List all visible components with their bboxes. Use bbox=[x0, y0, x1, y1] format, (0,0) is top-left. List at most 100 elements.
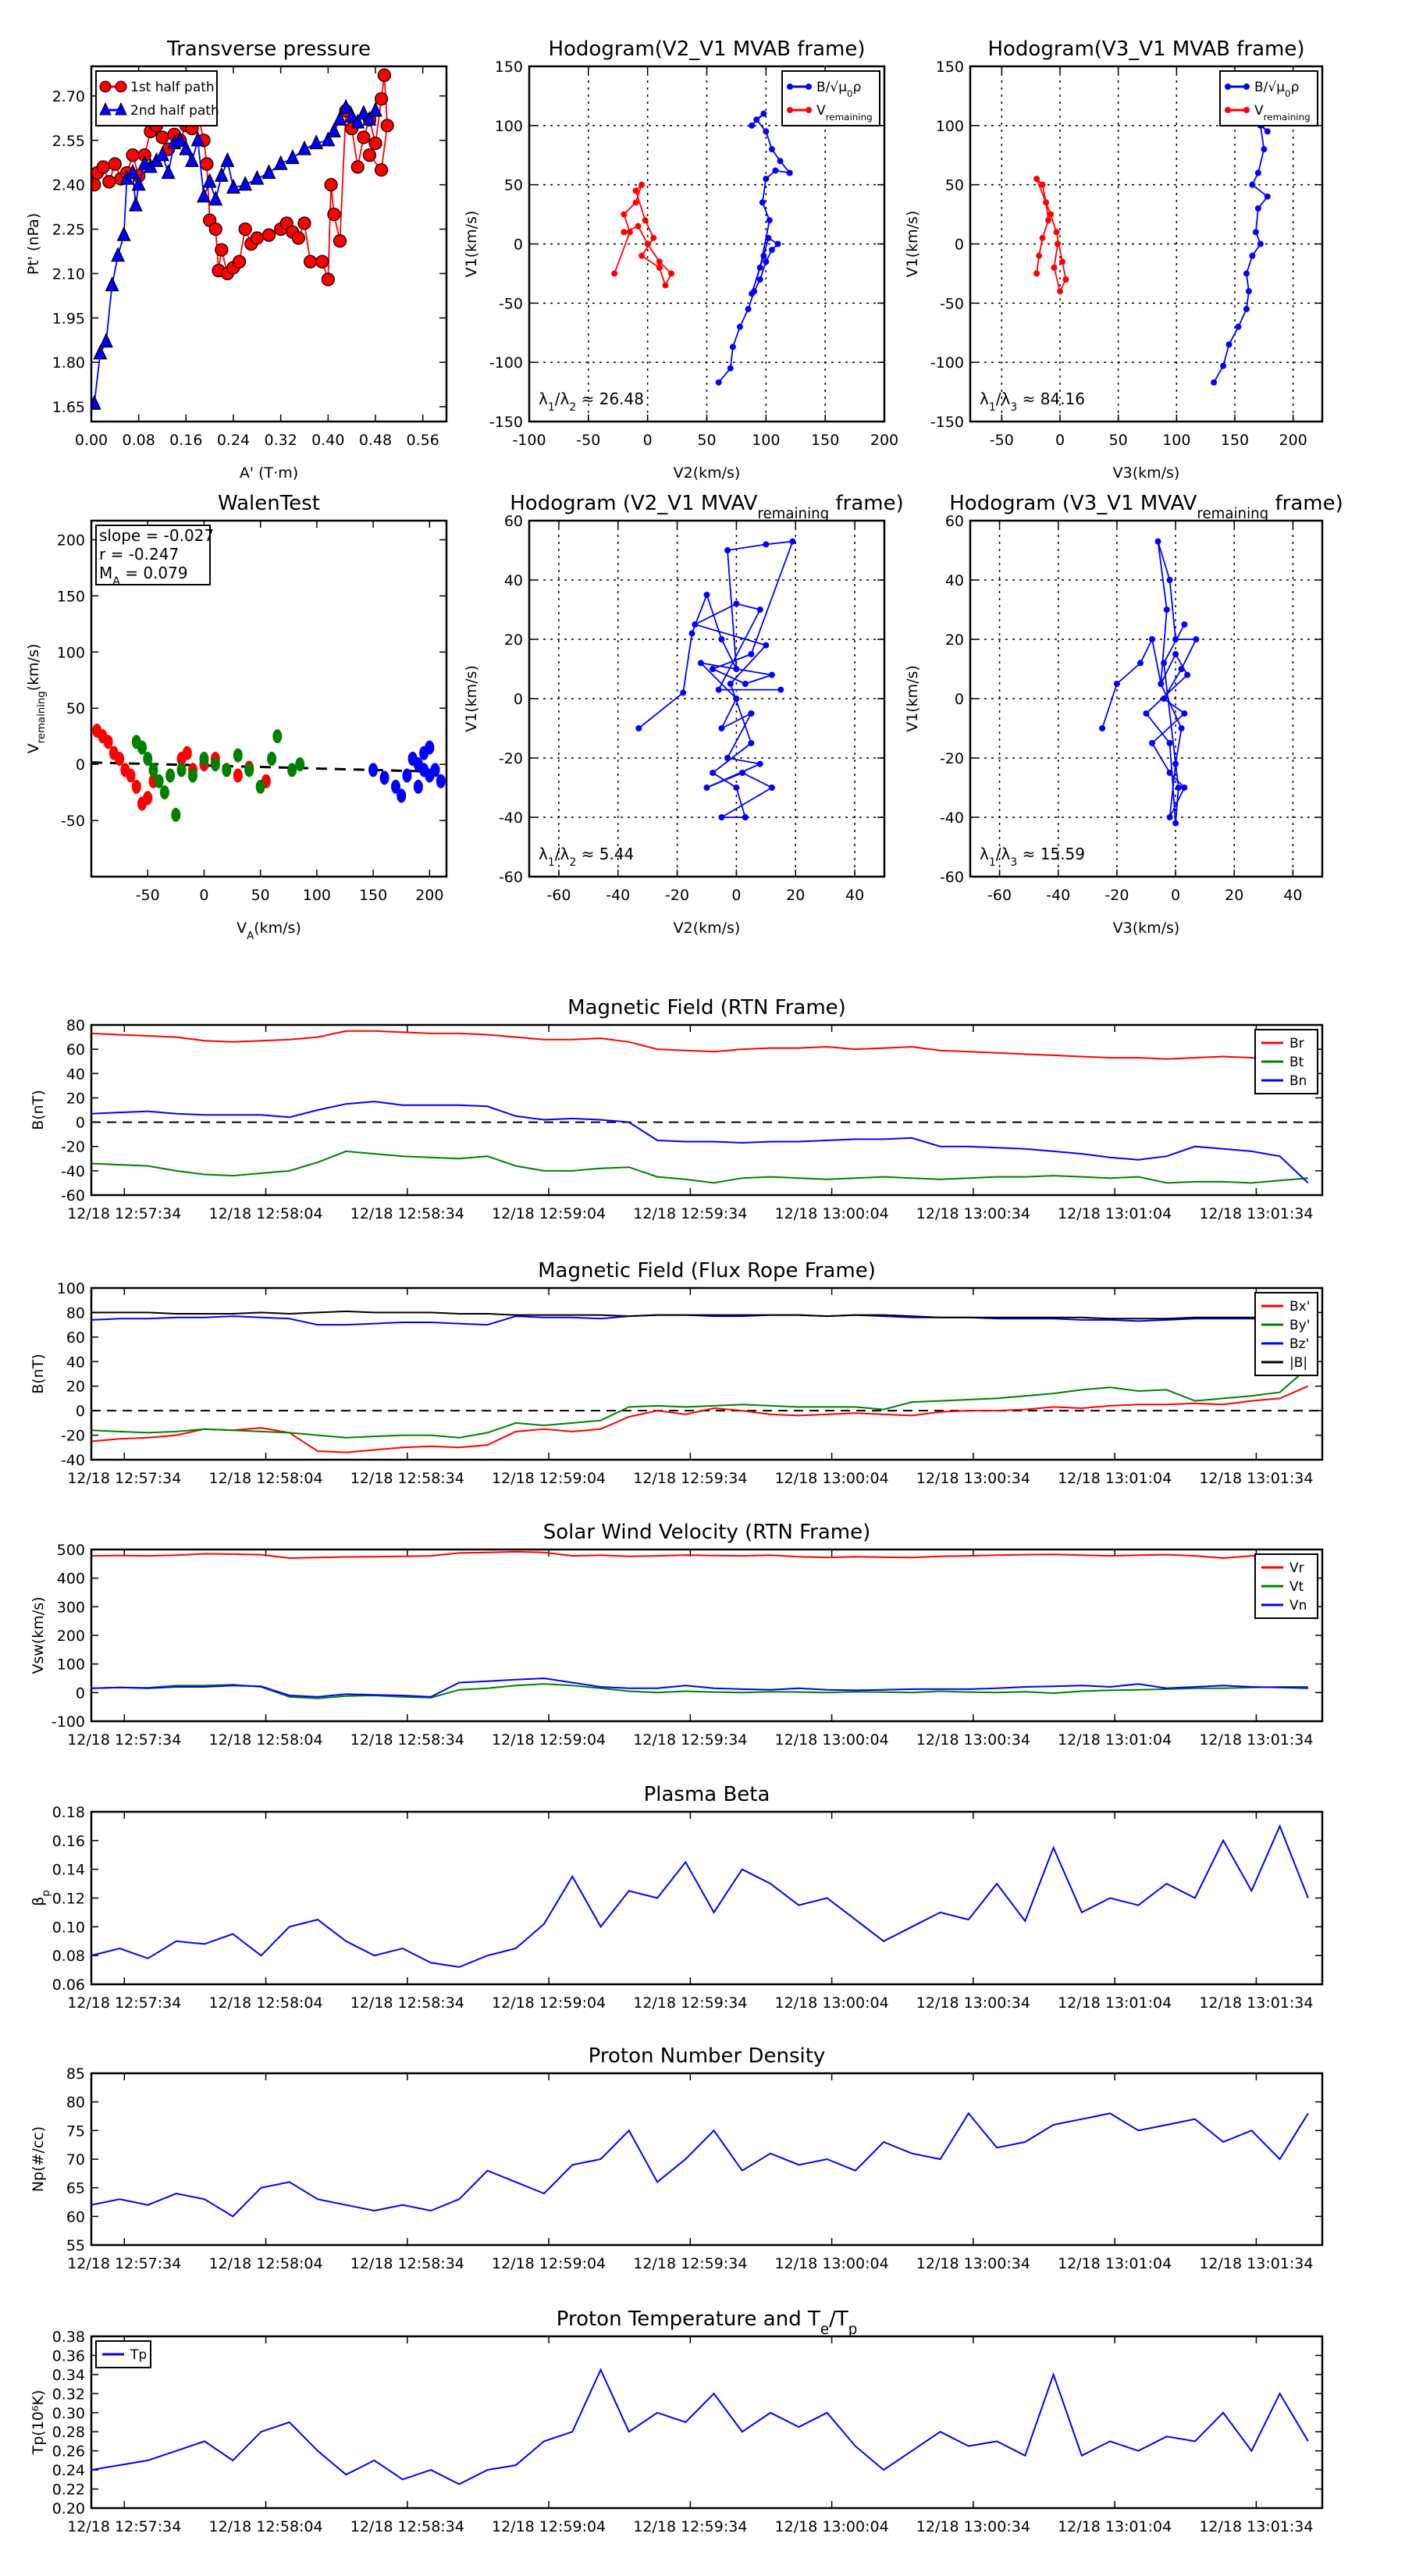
eigenvalue-ratio-label-part: 2 bbox=[569, 401, 576, 414]
legend-item: 2nd half path bbox=[99, 101, 219, 119]
legend-marker bbox=[115, 101, 127, 116]
data-point bbox=[688, 630, 695, 637]
y-tick-label: 300 bbox=[57, 1599, 85, 1616]
data-point bbox=[715, 379, 722, 386]
data-point bbox=[621, 229, 628, 236]
legend-box bbox=[95, 70, 218, 126]
y-tick-label: 20 bbox=[945, 632, 964, 649]
legend-label: Tp bbox=[130, 2347, 147, 2363]
x-tick-label: 0 bbox=[731, 887, 741, 904]
x-axis-label: V2(km/s) bbox=[674, 464, 741, 482]
x-tick-label: 12/18 12:58:04 bbox=[208, 1470, 322, 1487]
legend: B/√μ0ρ Vremaining bbox=[781, 70, 880, 126]
x-tick-label: -50 bbox=[136, 887, 160, 904]
x-tick-label: 12/18 13:01:34 bbox=[1199, 1470, 1313, 1487]
legend: Tp bbox=[95, 2340, 151, 2368]
data-point bbox=[718, 636, 725, 642]
y-tick-label: 2.70 bbox=[52, 88, 85, 105]
data-point bbox=[756, 760, 763, 767]
y-tick-label: 50 bbox=[945, 177, 964, 194]
x-tick-label: 12/18 12:57:34 bbox=[67, 1205, 181, 1222]
x-tick-label: 12/18 13:00:04 bbox=[775, 2518, 889, 2535]
y-tick-label: 0 bbox=[514, 691, 523, 708]
legend-label: By' bbox=[1289, 1318, 1310, 1333]
x-tick-label: 12/18 12:59:34 bbox=[633, 1470, 747, 1487]
y-tick-label: 0.36 bbox=[52, 2347, 85, 2364]
data-point bbox=[255, 779, 265, 794]
data-point bbox=[656, 264, 663, 271]
y-axis-label: Pt' (nPa) bbox=[25, 213, 42, 275]
legend-item: Vt bbox=[1261, 1579, 1304, 1595]
x-tick-label: 12/18 12:59:34 bbox=[633, 2255, 747, 2272]
x-tick-label: 40 bbox=[1283, 887, 1302, 904]
legend-marker bbox=[1243, 107, 1250, 113]
data-point bbox=[261, 228, 276, 242]
data-point bbox=[742, 681, 749, 687]
legend-label: Br bbox=[1289, 1036, 1304, 1051]
y-tick-label: 2.25 bbox=[52, 222, 85, 239]
stats-line-part: slope = -0.027 bbox=[99, 526, 214, 545]
y-tick-label: 80 bbox=[66, 1304, 85, 1322]
y-axis-label: βp bbox=[30, 1890, 52, 1906]
legend-marker bbox=[99, 101, 112, 116]
x-tick-label: 12/18 12:57:34 bbox=[67, 1470, 181, 1487]
series-hodogram-line bbox=[1101, 541, 1197, 824]
data-point bbox=[1181, 710, 1188, 717]
data-point bbox=[374, 163, 389, 177]
legend-label: 1st half path bbox=[130, 80, 215, 95]
x-tick-label: 12/18 13:01:34 bbox=[1199, 1731, 1313, 1749]
data-point bbox=[759, 199, 766, 206]
data-point bbox=[748, 740, 755, 746]
data-point bbox=[642, 217, 649, 224]
data-point bbox=[763, 258, 770, 265]
data-point bbox=[763, 128, 770, 135]
data-point bbox=[724, 547, 731, 553]
data-point bbox=[1039, 234, 1046, 241]
legend-label-part: V bbox=[1254, 103, 1264, 119]
data-point bbox=[200, 157, 214, 171]
y-tick-label: -150 bbox=[489, 414, 523, 431]
axes-frame bbox=[969, 65, 1324, 423]
y-tick-label: 2.40 bbox=[52, 177, 85, 194]
y-tick-label: 100 bbox=[57, 1280, 85, 1297]
x-tick-label: -40 bbox=[606, 887, 630, 904]
data-point bbox=[710, 770, 717, 776]
chart-title-part: T bbox=[807, 2307, 820, 2331]
y-tick-label: -40 bbox=[61, 1452, 85, 1469]
x-tick-label: 12/18 13:00:34 bbox=[916, 1470, 1030, 1487]
stats-line: r = -0.247 bbox=[99, 545, 179, 564]
y-axis-label: V1(km/s) bbox=[463, 211, 480, 278]
legend-marker bbox=[806, 84, 812, 90]
series-br-line bbox=[91, 1030, 1309, 1062]
eigenvalue-ratio-label-part: 3 bbox=[1010, 856, 1017, 869]
data-point bbox=[1181, 621, 1188, 628]
plot-area bbox=[635, 538, 796, 820]
data-point bbox=[165, 768, 176, 783]
chart-panel-4: Hodogram (V2_V1 MVAVremaining frame) -60 -… bbox=[463, 492, 904, 937]
x-tick-label: 200 bbox=[870, 432, 898, 449]
data-point bbox=[1264, 128, 1271, 135]
data-point bbox=[397, 788, 407, 803]
legend-box bbox=[781, 70, 880, 126]
x-tick-label: 12/18 12:57:34 bbox=[67, 1731, 181, 1749]
y-tick-label: 0.22 bbox=[52, 2482, 85, 2499]
y-tick-label: 0.28 bbox=[52, 2424, 85, 2441]
data-point bbox=[1235, 323, 1242, 330]
y-tick-label: -50 bbox=[499, 295, 523, 312]
x-tick-label: 200 bbox=[1279, 432, 1307, 449]
chart-panel-3: WalenTest -50 0 50 100 150 200 -50 0 50 100 150 200 V… bbox=[25, 492, 448, 942]
data-point bbox=[749, 290, 756, 297]
data-point bbox=[327, 207, 341, 222]
data-point bbox=[155, 130, 169, 144]
y-tick-label: 85 bbox=[66, 2065, 85, 2083]
y-tick-label: -20 bbox=[499, 750, 523, 767]
chart-panel-11: Proton Temperature and Te/Tp 12/18 12:57:… bbox=[30, 2307, 1324, 2535]
data-point bbox=[1056, 288, 1063, 295]
y-tick-label: 0.16 bbox=[52, 1833, 85, 1850]
y-tick-label: 0 bbox=[76, 756, 85, 774]
legend-marker bbox=[115, 80, 127, 93]
chart-title-part: e bbox=[820, 2322, 829, 2338]
chart-panel-5: Hodogram (V3_V1 MVAVremaining frame) -60 -… bbox=[904, 492, 1343, 937]
axes-frame bbox=[90, 65, 448, 423]
y-tick-label: 100 bbox=[495, 118, 523, 135]
